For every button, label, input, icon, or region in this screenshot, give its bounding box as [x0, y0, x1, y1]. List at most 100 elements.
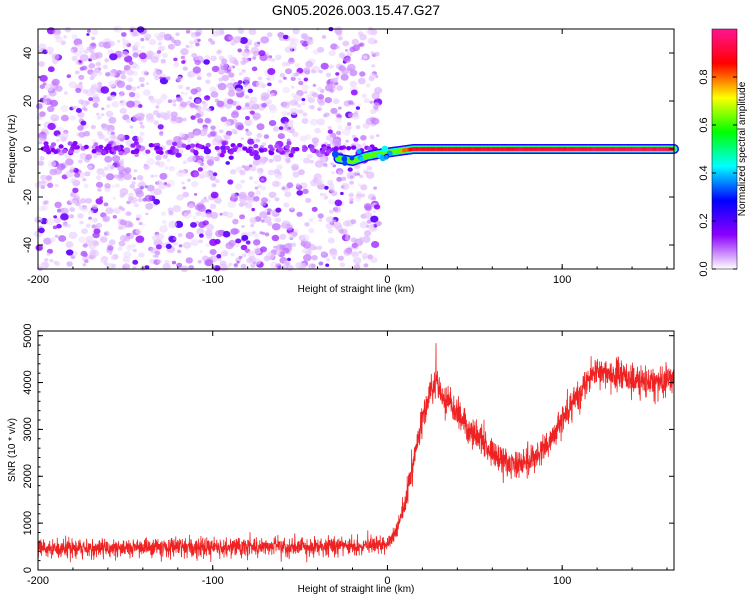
noise-dot [299, 135, 307, 142]
noise-dot [81, 206, 89, 212]
x-tick-label: 0 [384, 575, 390, 587]
signal-core [520, 147, 523, 151]
noise-dot [83, 144, 89, 150]
noise-dot [108, 40, 116, 47]
noise-dot [191, 53, 198, 58]
signal-blob [356, 149, 362, 155]
noise-dot [189, 40, 194, 45]
noise-dot [84, 171, 91, 177]
spectrogram-y-ticks: -40 -20 0 20 40 [22, 28, 674, 270]
noise-dot [96, 131, 103, 136]
noise-dot [152, 110, 160, 116]
noise-dot [126, 233, 131, 237]
noise-dot [46, 46, 54, 54]
noise-dot [301, 147, 308, 152]
noise-dot [155, 105, 160, 109]
signal-core [554, 147, 557, 151]
noise-dot [252, 50, 260, 57]
noise-dot [145, 203, 154, 210]
noise-dot [125, 118, 132, 124]
noise-dot [243, 165, 251, 171]
noise-dot [334, 205, 338, 209]
colorbar-tick-label: 0.0 [698, 261, 710, 276]
noise-dot [230, 252, 235, 257]
noise-dot [137, 49, 143, 54]
noise-dot [243, 82, 252, 90]
y-tick-label: -20 [22, 189, 34, 205]
noise-dot [219, 212, 223, 216]
noise-dot [237, 124, 244, 131]
noise-dot [296, 103, 302, 108]
noise-dot [188, 96, 193, 100]
noise-dot [78, 99, 84, 105]
noise-dot [256, 133, 263, 138]
signal-core [460, 147, 463, 151]
signal-core [467, 147, 470, 151]
noise-dot [148, 143, 154, 148]
noise-dot [245, 240, 251, 245]
noise-dot [282, 247, 290, 254]
noise-dot [232, 36, 242, 44]
noise-dot [153, 188, 162, 196]
noise-dot [104, 58, 110, 63]
signal-core [545, 147, 548, 151]
noise-dot [243, 201, 248, 206]
signal-core [432, 147, 435, 151]
noise-dot [140, 83, 145, 88]
noise-dot [227, 90, 236, 97]
noise-dot [284, 191, 292, 198]
noise-dot [119, 234, 128, 242]
noise-dot [250, 263, 256, 268]
noise-dot [304, 90, 308, 94]
signal-core [503, 147, 507, 151]
noise-dot [95, 181, 104, 188]
noise-dot [246, 231, 253, 237]
signal-core [445, 147, 448, 151]
noise-dot [75, 108, 82, 113]
noise-dot [53, 167, 63, 175]
noise-dot [150, 56, 159, 64]
noise-dot [338, 52, 346, 58]
noise-dot [164, 166, 169, 170]
noise-dot [259, 148, 265, 153]
noise-dot [286, 112, 291, 116]
noise-dot [112, 155, 121, 163]
noise-dot [303, 157, 311, 164]
noise-dot [153, 32, 160, 38]
noise-dot [63, 91, 68, 95]
signal-core [415, 147, 418, 151]
noise-dot [271, 180, 280, 187]
noise-dot [347, 51, 353, 57]
noise-dot [162, 53, 168, 58]
noise-dot [176, 96, 183, 102]
noise-dot [326, 216, 334, 223]
noise-dot [179, 101, 188, 108]
noise-dot [104, 137, 110, 142]
noise-dot [279, 233, 287, 240]
noise-dot [132, 248, 137, 253]
noise-dot [249, 176, 254, 180]
noise-dot [333, 219, 337, 223]
noise-dot [356, 172, 361, 176]
noise-dot [373, 186, 377, 190]
signal-blob [381, 145, 389, 153]
noise-dot [216, 100, 225, 108]
noise-dot [166, 110, 171, 115]
noise-dot [197, 109, 202, 114]
signal-core [629, 147, 632, 151]
noise-dot [304, 222, 310, 227]
noise-dot [228, 262, 233, 267]
noise-dot [328, 50, 336, 57]
noise-dot [38, 61, 45, 67]
noise-dot [351, 134, 356, 139]
noise-dot [44, 200, 49, 205]
noise-dot [132, 31, 138, 37]
noise-dot [321, 35, 327, 39]
noise-dot [160, 58, 166, 64]
signal-core [636, 147, 639, 151]
noise-dot [132, 117, 138, 122]
noise-dot [104, 155, 113, 163]
signal-core [495, 147, 498, 151]
noise-dot [370, 256, 378, 263]
noise-dot [329, 250, 338, 258]
